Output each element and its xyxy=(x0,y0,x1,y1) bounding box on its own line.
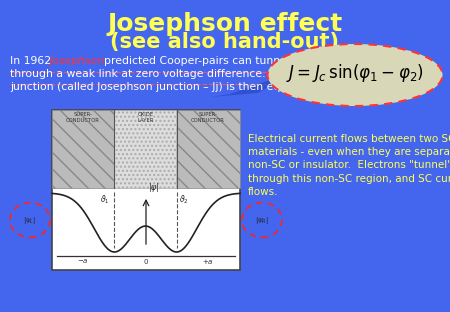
Bar xyxy=(52,110,114,188)
Text: through a weak link at zero voltage difference. Current in: through a weak link at zero voltage diff… xyxy=(10,69,323,79)
Text: $\vartheta_2$: $\vartheta_2$ xyxy=(179,194,189,207)
Polygon shape xyxy=(210,70,298,97)
Bar xyxy=(52,110,240,270)
Text: $|\psi_R|$: $|\psi_R|$ xyxy=(255,215,269,226)
Text: $\vartheta_1$: $\vartheta_1$ xyxy=(100,194,110,207)
Text: $+a$: $+a$ xyxy=(202,257,214,266)
Bar xyxy=(177,110,240,188)
Text: junction (called Josephson junction – Jj) is then equal to:: junction (called Josephson junction – Jj… xyxy=(10,82,315,92)
Text: $-a$: $-a$ xyxy=(77,257,89,265)
Bar xyxy=(114,110,176,188)
Text: (see also hand-out): (see also hand-out) xyxy=(111,32,339,52)
Text: SUPER-
CONDUCTOR: SUPER- CONDUCTOR xyxy=(191,112,225,123)
Text: predicted Cooper-pairs can tunnel: predicted Cooper-pairs can tunnel xyxy=(104,56,290,66)
Text: Josephson effect: Josephson effect xyxy=(108,12,342,36)
Text: $|\psi|$: $|\psi|$ xyxy=(148,181,159,194)
Text: $|\psi_L|$: $|\psi_L|$ xyxy=(23,215,37,226)
Text: In 1962: In 1962 xyxy=(10,56,54,66)
Text: $J = J_c\,\sin(\varphi_1 - \varphi_2)$: $J = J_c\,\sin(\varphi_1 - \varphi_2)$ xyxy=(286,62,424,84)
Text: $0$: $0$ xyxy=(143,257,149,266)
Text: Electrical current flows between two SC
materials - even when they are separated: Electrical current flows between two SC … xyxy=(248,134,450,197)
Text: SUPER-
CONDUCTOR: SUPER- CONDUCTOR xyxy=(66,112,100,123)
Text: Josephson: Josephson xyxy=(50,56,105,66)
Ellipse shape xyxy=(267,44,442,106)
Text: OXIDE
LAYER: OXIDE LAYER xyxy=(138,112,154,123)
